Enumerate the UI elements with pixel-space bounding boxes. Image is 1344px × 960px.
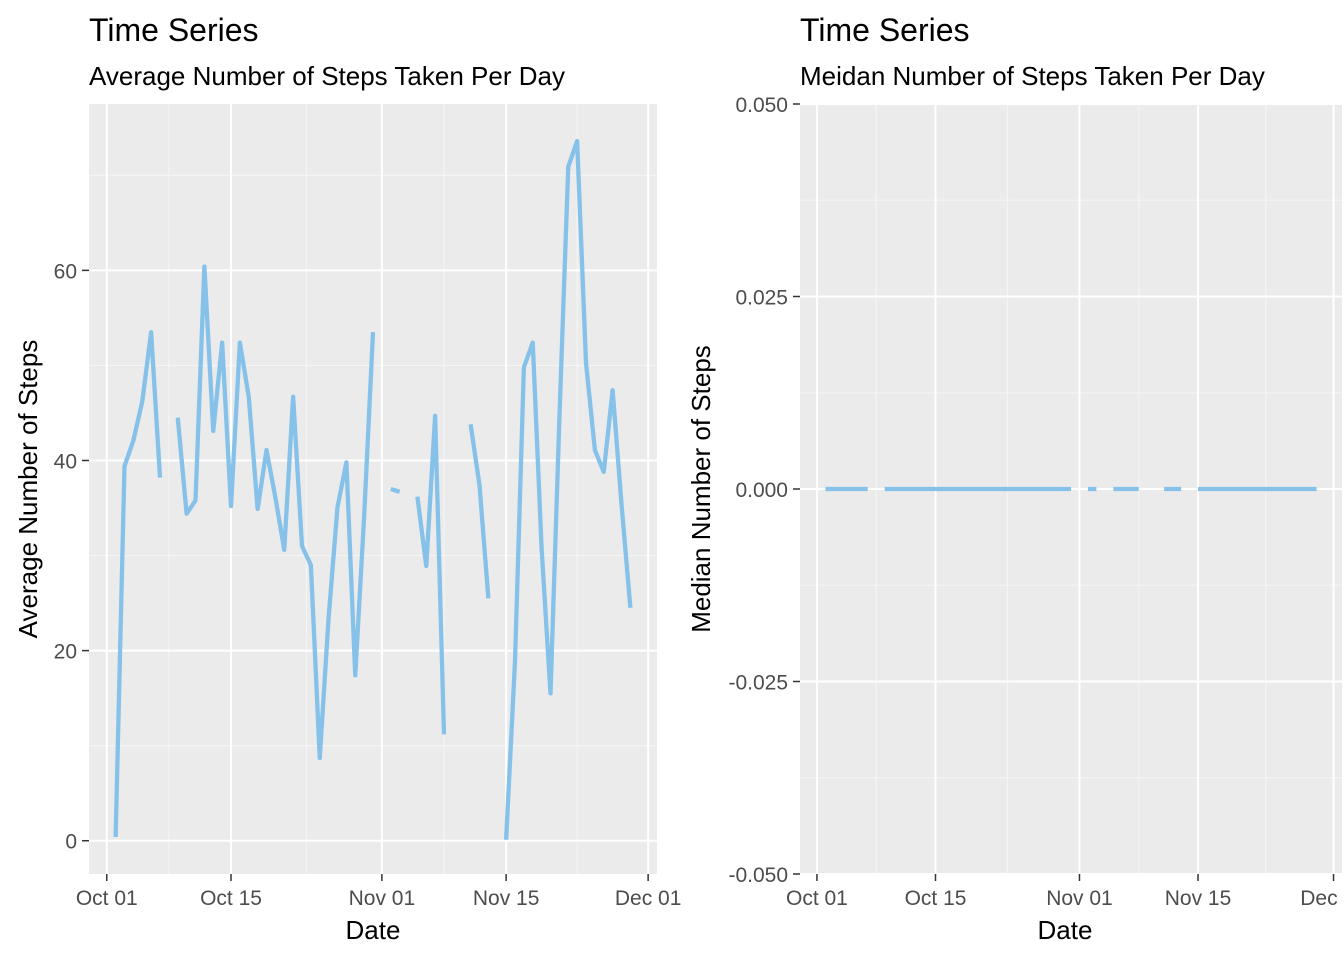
- chart-left-x-tick-label: Oct 15: [200, 887, 262, 910]
- chart-left-y-tick-label: 40: [54, 450, 77, 473]
- chart-left-series-line-segment: [175, 264, 376, 761]
- chart-right-x-axis-title: Date: [1038, 915, 1093, 945]
- chart-right-y-tick-label: -0.050: [728, 864, 788, 887]
- chart-left: Time Series Average Number of Steps Take…: [13, 12, 681, 945]
- chart-right: Time Series Meidan Number of Steps Taken…: [686, 12, 1344, 945]
- chart-right-axes: Oct 01 Oct 15 Nov 01 Nov 15 Dec 01 -0.050 -0.0…: [728, 94, 1344, 910]
- chart-right-y-tick-label: 0.050: [735, 94, 788, 117]
- chart-right-x-tick-label: Nov 01: [1046, 887, 1113, 910]
- chart-left-series-line-segment: [468, 424, 491, 599]
- chart-left-x-tick-label: Dec 01: [615, 887, 682, 910]
- chart-left-series: [113, 138, 633, 840]
- chart-left-axes: Oct 01 Oct 15 Nov 01 Nov 15 Dec 01 0 20 40 60: [54, 260, 682, 910]
- chart-left-series-line-segment: [390, 486, 401, 494]
- chart-left-subtitle: Average Number of Steps Taken Per Day: [89, 61, 565, 91]
- chart-left-x-tick-label: Oct 01: [76, 887, 138, 910]
- chart-left-title: Time Series: [89, 12, 259, 48]
- chart-left-panel: [89, 104, 657, 874]
- chart-left-x-tick-label: Nov 15: [473, 887, 540, 910]
- chart-right-x-tick-label: Nov 15: [1165, 887, 1232, 910]
- chart-right-x-tick-label: Oct 01: [786, 887, 848, 910]
- chart-right-x-tick-label: Dec 01: [1300, 887, 1344, 910]
- chart-left-x-tick-label: Nov 01: [349, 887, 416, 910]
- chart-left-gridlines: [89, 104, 657, 874]
- chart-right-y-tick-label: 0.000: [735, 479, 788, 502]
- chart-left-y-axis-title: Average Number of Steps: [13, 340, 43, 639]
- chart-left-series-line-segment: [113, 329, 163, 837]
- chart-left-y-tick-label: 0: [65, 831, 77, 854]
- chart-right-y-tick-label: 0.025: [735, 287, 788, 310]
- chart-right-y-axis-title: Median Number of Steps: [686, 345, 716, 633]
- chart-right-title: Time Series: [800, 12, 970, 48]
- chart-right-subtitle: Meidan Number of Steps Taken Per Day: [800, 61, 1265, 91]
- chart-right-x-tick-label: Oct 15: [905, 887, 967, 910]
- chart-left-x-axis-title: Date: [346, 915, 401, 945]
- chart-right-y-tick-label: -0.025: [728, 672, 788, 695]
- chart-left-y-tick-label: 20: [54, 641, 77, 664]
- chart-left-series-line-segment: [415, 413, 447, 735]
- chart-left-series-line-segment: [503, 138, 633, 840]
- chart-left-y-tick-label: 60: [54, 260, 77, 283]
